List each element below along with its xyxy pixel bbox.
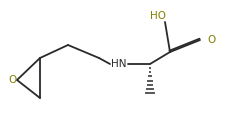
Text: O: O [9, 75, 17, 85]
Text: HO: HO [149, 11, 165, 21]
Text: O: O [206, 35, 214, 45]
Text: HN: HN [111, 59, 126, 69]
